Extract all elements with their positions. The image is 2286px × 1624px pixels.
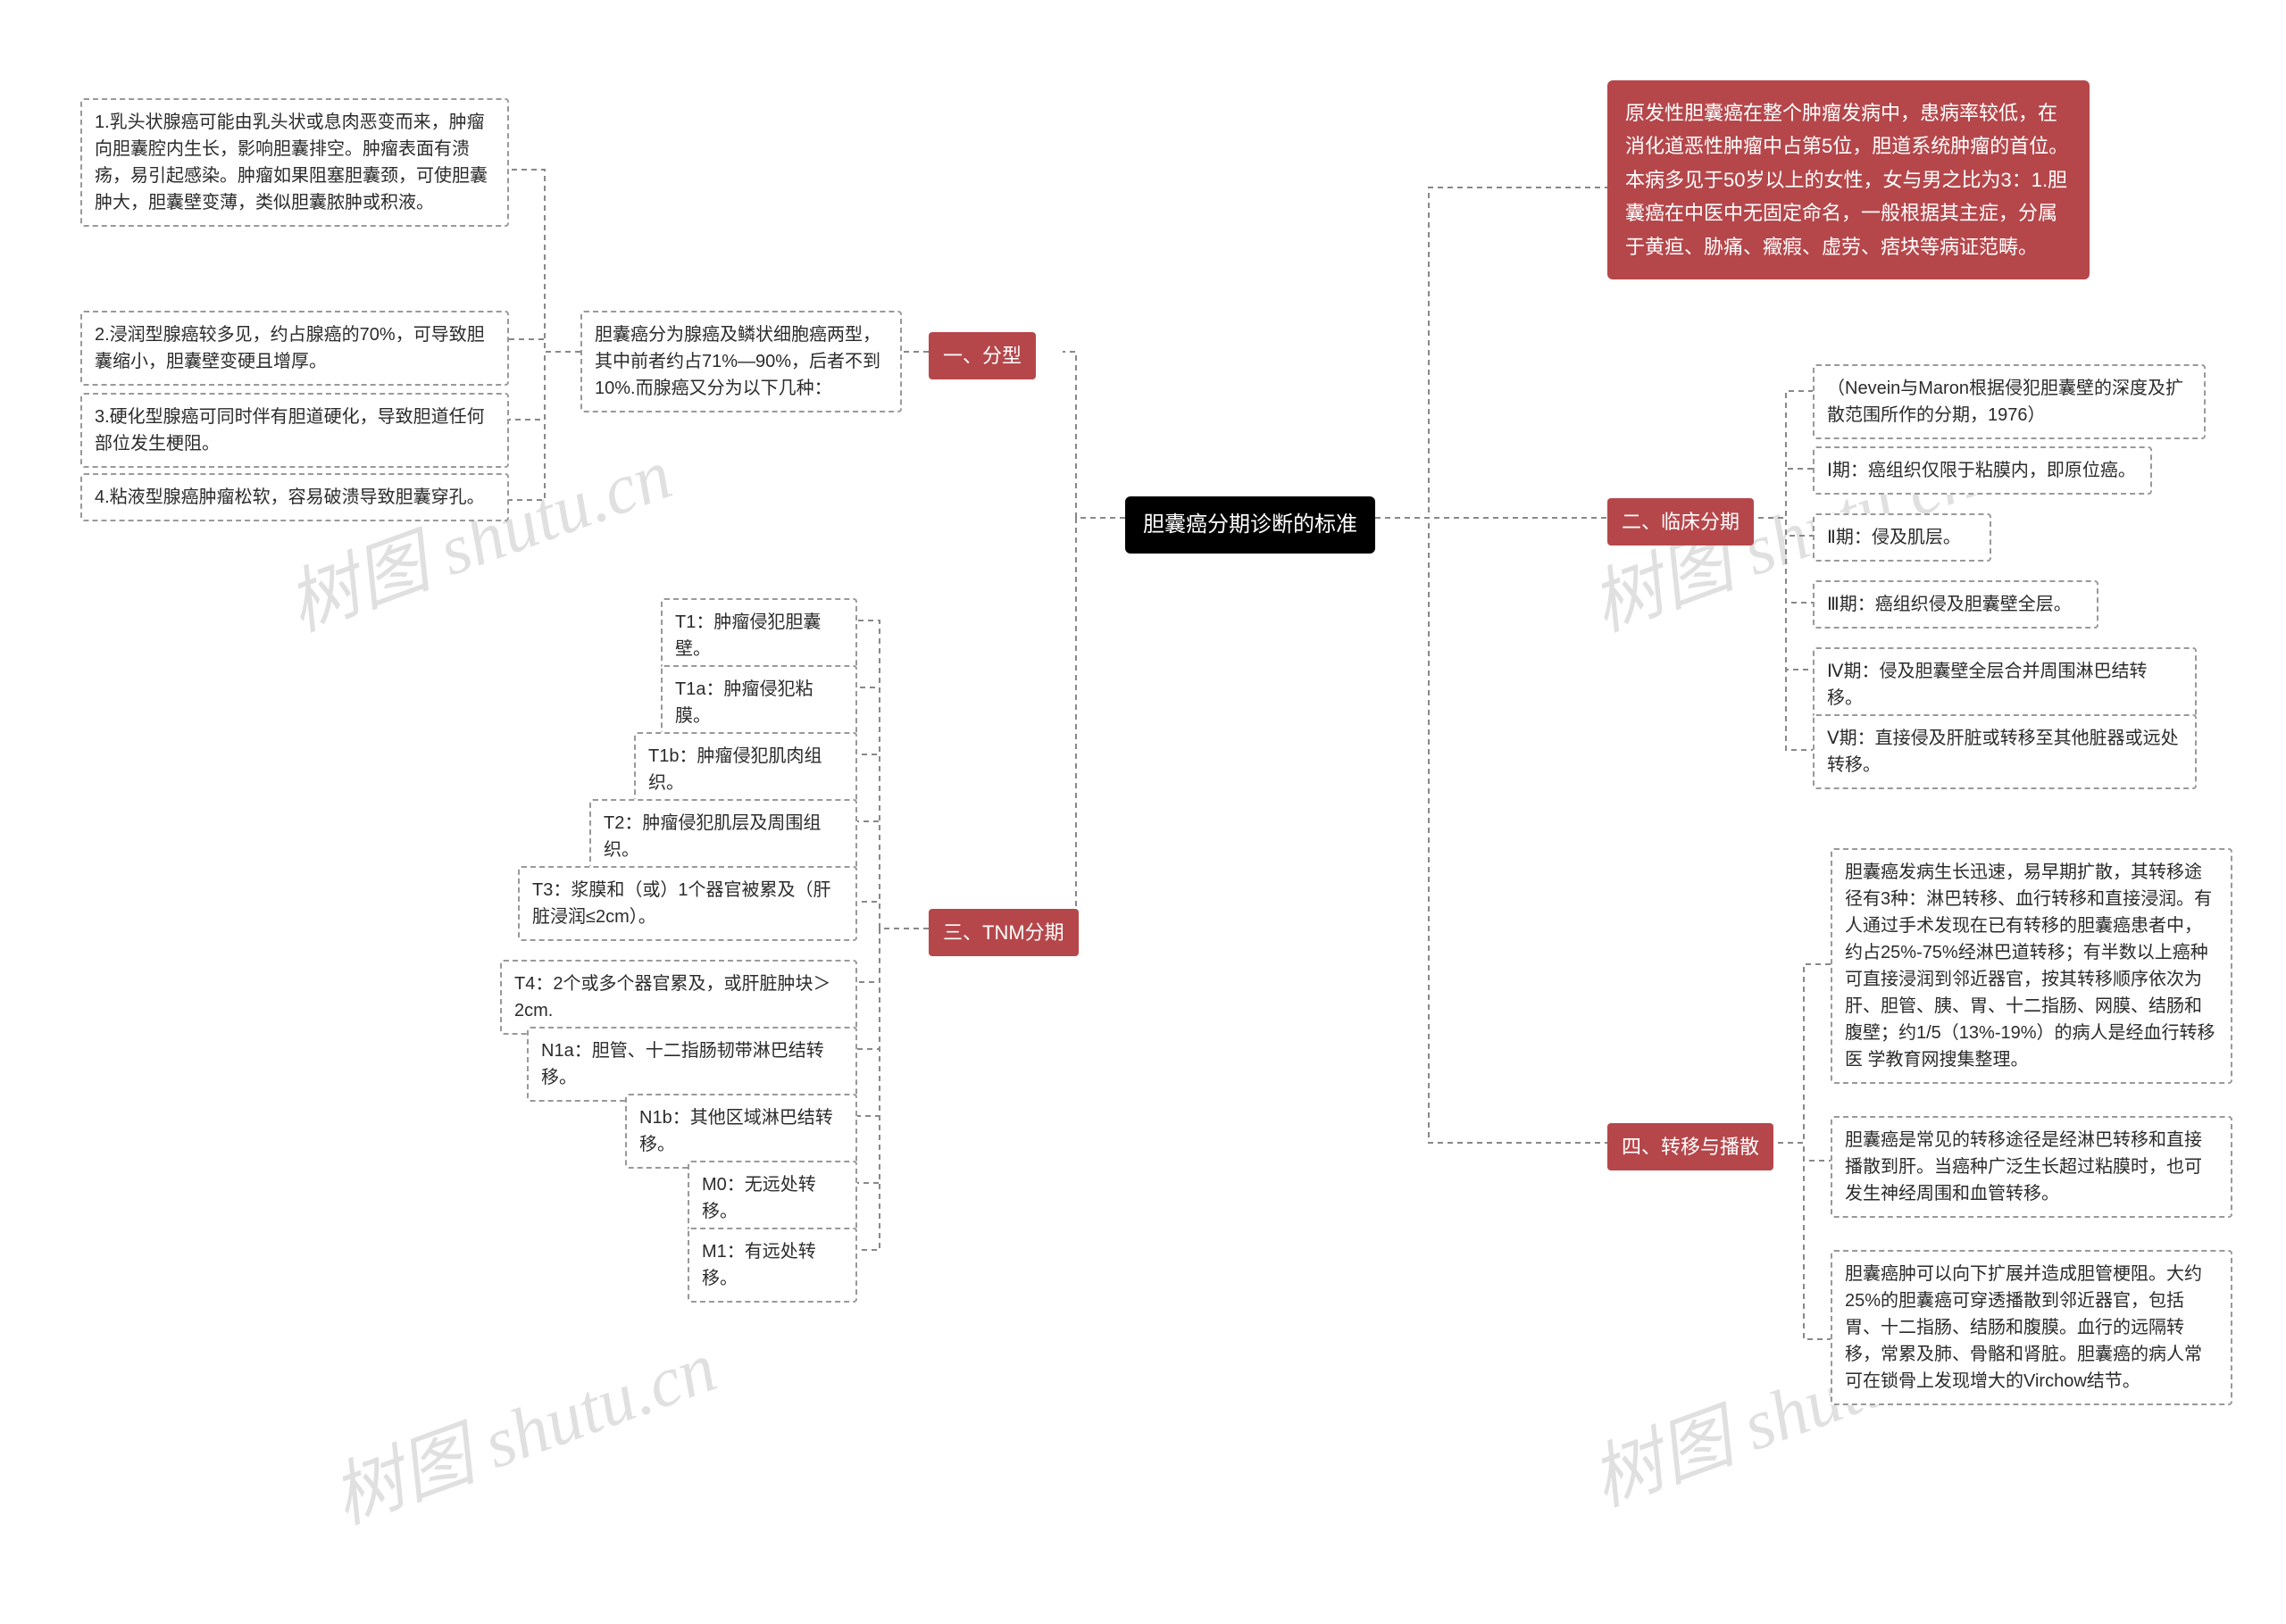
branch-section3: 三、TNM分期 bbox=[929, 909, 1079, 956]
section1-desc: 胆囊癌分为腺癌及鳞状细胞癌两型，其中前者约占71%—90%，后者不到10%.而腺… bbox=[580, 311, 902, 412]
section2-item-5: Ⅳ期：侵及胆囊壁全层合并周围淋巴结转移。 bbox=[1813, 647, 2197, 722]
section2-item-1: （Nevein与Maron根据侵犯胆囊壁的深度及扩散范围所作的分期，1976） bbox=[1813, 364, 2206, 439]
section3-item-9: M0：无远处转移。 bbox=[688, 1161, 857, 1236]
section3-item-3: T1b：肿瘤侵犯肌肉组织。 bbox=[634, 732, 857, 807]
section4-item-3: 胆囊癌肿可以向下扩展并造成胆管梗阻。大约25%的胆囊癌可穿透播散到邻近器官，包括… bbox=[1831, 1250, 2232, 1405]
section3-item-10: M1：有远处转移。 bbox=[688, 1228, 857, 1303]
section3-item-8: N1b：其他区域淋巴结转移。 bbox=[625, 1094, 857, 1169]
branch-section4: 四、转移与播散 bbox=[1607, 1123, 1773, 1170]
section4-item-2: 胆囊癌是常见的转移途径是经淋巴转移和直接播散到肝。当癌种广泛生长超过粘膜时，也可… bbox=[1831, 1116, 2232, 1218]
section3-item-2: T1a：肿瘤侵犯粘膜。 bbox=[661, 665, 857, 740]
section3-item-4: T2：肿瘤侵犯肌层及周围组织。 bbox=[589, 799, 857, 874]
section1-item-1: 1.乳头状腺癌可能由乳头状或息肉恶变而来，肿瘤向胆囊腔内生长，影响胆囊排空。肿瘤… bbox=[80, 98, 509, 227]
section2-item-6: Ⅴ期：直接侵及肝脏或转移至其他脏器或远处转移。 bbox=[1813, 714, 2197, 789]
watermark: 树图 shutu.cn bbox=[316, 1310, 728, 1545]
section3-item-6: T4：2个或多个器官累及，或肝脏肿块＞2cm. bbox=[500, 960, 857, 1035]
branch-section1: 一、分型 bbox=[929, 332, 1036, 379]
section2-item-3: Ⅱ期：侵及肌层。 bbox=[1813, 513, 1991, 562]
section3-item-7: N1a：胆管、十二指肠韧带淋巴结转移。 bbox=[527, 1027, 857, 1102]
section1-item-4: 4.粘液型腺癌肿瘤松软，容易破溃导致胆囊穿孔。 bbox=[80, 473, 509, 521]
section2-item-2: Ⅰ期：癌组织仅限于粘膜内，即原位癌。 bbox=[1813, 446, 2152, 495]
section4-item-1: 胆囊癌发病生长迅速，易早期扩散，其转移途径有3种：淋巴转移、血行转移和直接浸润。… bbox=[1831, 848, 2232, 1084]
branch-section2: 二、临床分期 bbox=[1607, 498, 1754, 545]
section2-item-4: Ⅲ期：癌组织侵及胆囊壁全层。 bbox=[1813, 580, 2098, 629]
section1-item-2: 2.浸润型腺癌较多见，约占腺癌的70%，可导致胆囊缩小，胆囊壁变硬且增厚。 bbox=[80, 311, 509, 386]
section3-item-5: T3：浆膜和（或）1个器官被累及（肝脏浸润≤2cm）。 bbox=[518, 866, 857, 941]
root-node: 胆囊癌分期诊断的标准 bbox=[1125, 496, 1375, 554]
intro-block: 原发性胆囊癌在整个肿瘤发病中，患病率较低，在消化道恶性肿瘤中占第5位，胆道系统肿… bbox=[1607, 80, 2090, 279]
section1-item-3: 3.硬化型腺癌可同时伴有胆道硬化，导致胆道任何部位发生梗阻。 bbox=[80, 393, 509, 468]
section3-item-1: T1：肿瘤侵犯胆囊壁。 bbox=[661, 598, 857, 673]
